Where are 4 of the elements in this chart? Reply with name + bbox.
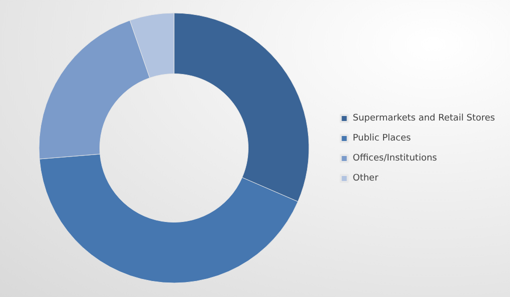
legend-label: Public Places bbox=[352, 134, 412, 144]
legend-label: Other bbox=[352, 174, 379, 184]
legend-label: Supermarkets and Retail Stores bbox=[352, 114, 496, 124]
legend-label: Offices/Institutions bbox=[352, 154, 438, 164]
